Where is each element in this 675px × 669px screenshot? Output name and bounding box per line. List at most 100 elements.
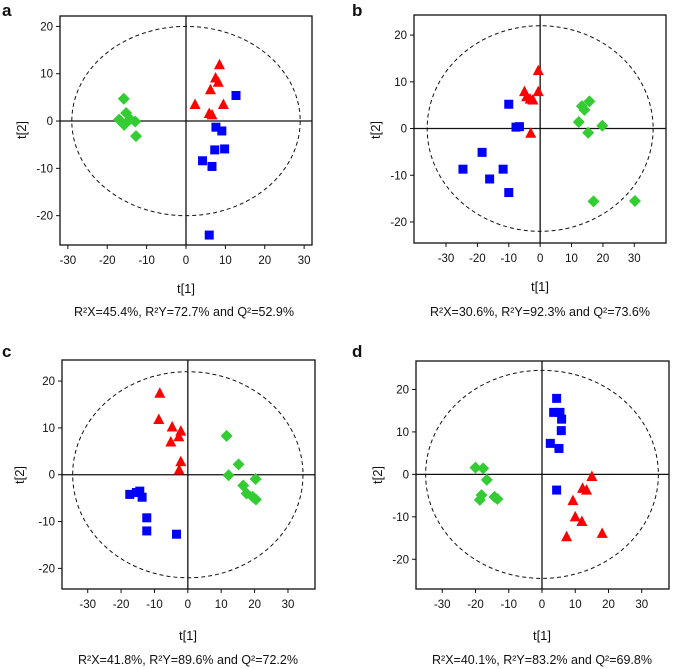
y-tick-label: 20 — [42, 376, 55, 388]
y-axis-label: t[2] — [368, 121, 383, 139]
x-tick-label: 0 — [185, 599, 191, 611]
triangle-marker — [586, 470, 598, 481]
square-marker — [220, 144, 230, 154]
square-marker — [545, 438, 555, 448]
y-axis-label: t[2] — [370, 466, 385, 484]
diamond-marker — [578, 103, 591, 116]
y-tick-label: -10 — [36, 163, 53, 175]
square-marker — [504, 99, 514, 109]
triangle-marker — [166, 420, 178, 432]
triangle-marker — [206, 108, 218, 120]
square-marker — [485, 174, 495, 184]
y-tick-label: -20 — [36, 211, 53, 223]
square-marker — [554, 443, 564, 453]
panel-d: d t[1] t[2] R²X=40.1%, R²Y=83.2% and Q²=… — [352, 342, 670, 667]
triangle-marker — [527, 94, 539, 105]
triangle-marker — [175, 455, 187, 467]
x-tick-label: -30 — [438, 253, 455, 265]
diamond-marker — [220, 429, 233, 442]
x-tick-label: 10 — [565, 253, 578, 265]
y-tick-label: -10 — [38, 517, 55, 529]
x-tick-label: -10 — [500, 253, 517, 265]
diamond-marker — [480, 473, 493, 486]
y-tick-label: -20 — [392, 554, 409, 566]
diamond-marker — [117, 92, 130, 105]
y-tick-label: -10 — [392, 512, 409, 524]
square-marker — [231, 90, 241, 100]
hotelling-t2-ellipse — [72, 371, 304, 579]
x-tick-label: 10 — [215, 599, 228, 611]
triangle-marker — [173, 430, 185, 442]
diamond-marker — [596, 119, 609, 132]
square-marker — [137, 492, 147, 502]
y-tick-label: 10 — [42, 423, 55, 435]
triangle-marker — [173, 464, 185, 475]
x-tick-label: -20 — [469, 253, 486, 265]
y-tick-label: -10 — [390, 170, 407, 182]
x-tick-label: -20 — [99, 255, 116, 267]
diamond-marker — [582, 126, 595, 139]
square-marker — [171, 529, 181, 539]
diamond-marker — [246, 490, 259, 503]
triangle-marker — [154, 387, 166, 398]
triangle-marker — [212, 76, 224, 87]
x-tick-label: 0 — [537, 253, 543, 265]
triangle-marker — [189, 98, 201, 109]
x-tick-label: 0 — [539, 599, 545, 611]
x-tick-label: -10 — [138, 255, 155, 267]
square-marker — [514, 122, 524, 132]
panel-letter: d — [352, 342, 362, 361]
x-tick-label: -20 — [113, 599, 130, 611]
x-tick-label: 0 — [183, 255, 189, 267]
triangle-marker — [525, 127, 537, 138]
x-tick-label: -30 — [79, 599, 96, 611]
x-axis-label: t[1] — [531, 279, 549, 294]
diamond-marker — [249, 472, 262, 485]
square-marker — [142, 513, 152, 523]
y-tick-label: 0 — [403, 469, 409, 481]
triangle-marker — [567, 494, 579, 506]
panel-letter: a — [2, 1, 12, 20]
triangle-marker — [561, 530, 573, 542]
square-marker — [207, 161, 217, 171]
square-marker — [504, 188, 514, 198]
triangle-marker — [204, 83, 216, 95]
y-tick-label: 20 — [396, 384, 409, 396]
y-axis-label: t[2] — [12, 466, 27, 484]
triangle-marker — [569, 510, 581, 522]
triangle-marker — [165, 435, 177, 447]
model-stats-caption: R²X=45.4%, R²Y=72.7% and Q²=52.9% — [74, 305, 294, 319]
y-tick-label: 10 — [394, 77, 407, 89]
square-marker — [555, 407, 565, 417]
diamond-marker — [583, 95, 596, 108]
triangle-marker — [532, 64, 544, 76]
hotelling-t2-ellipse — [71, 25, 301, 217]
square-marker — [556, 426, 566, 436]
square-marker — [142, 526, 152, 536]
x-tick-label: -10 — [146, 599, 163, 611]
panel-a: a t[1] t[2] R²X=45.4%, R²Y=72.7% and Q²=… — [2, 1, 313, 319]
square-marker — [204, 230, 214, 240]
x-tick-label: -30 — [434, 599, 451, 611]
y-tick-label: 10 — [396, 427, 409, 439]
model-stats-caption: R²X=41.8%, R²Y=89.6% and Q²=72.2% — [78, 653, 298, 667]
x-tick-label: -10 — [500, 599, 517, 611]
x-tick-label: 20 — [258, 255, 271, 267]
x-axis-label: t[1] — [179, 628, 197, 643]
x-tick-label: -30 — [60, 255, 77, 267]
x-tick-label: 10 — [569, 599, 582, 611]
diamond-marker — [469, 461, 482, 474]
panel-letter: b — [352, 1, 362, 20]
y-tick-label: -20 — [390, 217, 407, 229]
x-axis-label: t[1] — [177, 281, 195, 296]
x-tick-label: -20 — [467, 599, 484, 611]
triangle-marker — [576, 515, 588, 526]
panel-b: b t[1] t[2] R²X=30.6%, R²Y=92.3% and Q²=… — [352, 1, 667, 319]
diamond-marker — [572, 115, 585, 128]
diamond-marker — [587, 195, 600, 208]
diamond-marker — [232, 458, 245, 471]
panel-letter: c — [2, 342, 11, 361]
hotelling-t2-ellipse — [426, 25, 654, 232]
triangle-marker — [153, 413, 165, 424]
x-tick-label: 30 — [628, 253, 641, 265]
